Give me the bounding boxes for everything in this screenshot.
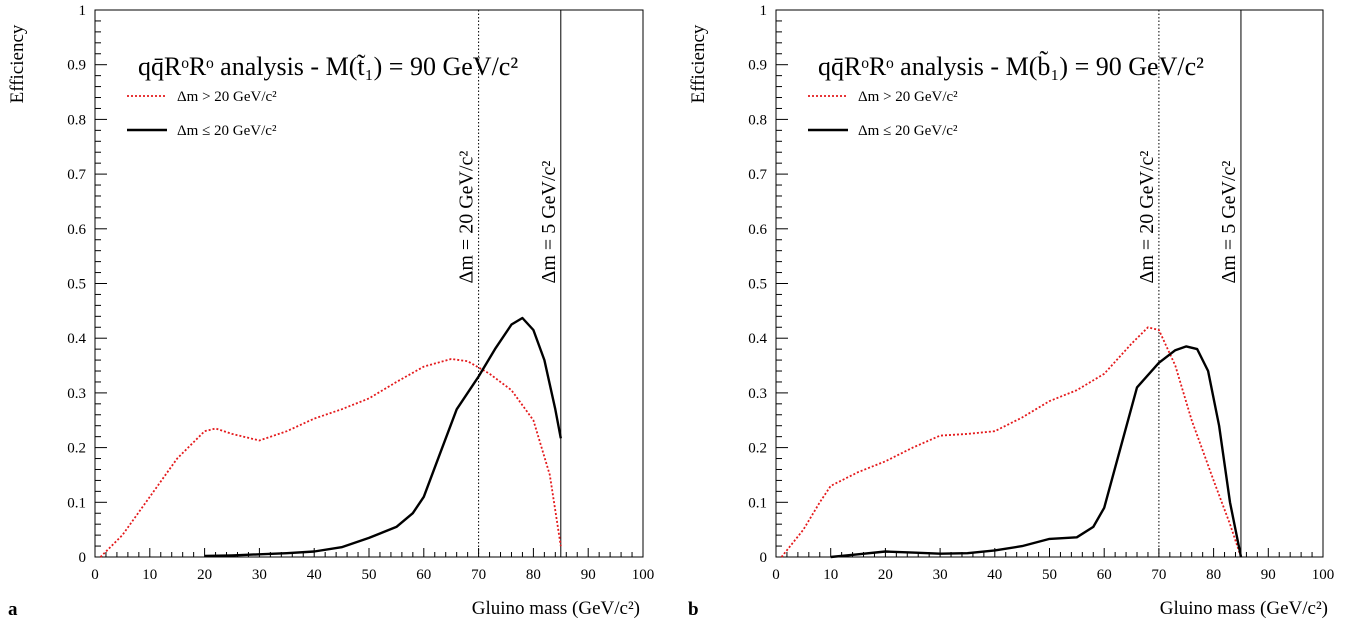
x-tick-label: 70 bbox=[1151, 567, 1166, 583]
x-tick-label: 100 bbox=[632, 567, 655, 583]
x-tick-label: 80 bbox=[1206, 567, 1221, 583]
x-tick-label: 10 bbox=[823, 567, 838, 583]
x-tick-label: 30 bbox=[252, 567, 267, 583]
x-tick-label: 50 bbox=[362, 567, 377, 583]
x-tick-label: 0 bbox=[772, 567, 780, 583]
series-line-1 bbox=[780, 326, 1242, 558]
x-tick-label: 10 bbox=[142, 567, 157, 583]
chart-title: qq̄RᵒRᵒ analysis - M(t̃₁) = 90 GeV/c² bbox=[138, 52, 518, 81]
chart-title: qq̄RᵒRᵒ analysis - M(b̃₁) = 90 GeV/c² bbox=[818, 52, 1204, 81]
x-tick-label: 20 bbox=[878, 567, 893, 583]
x-axis-label: Gluino mass (GeV/c²) bbox=[1160, 598, 1328, 619]
cut-line-label: Δm = 5 GeV/c² bbox=[538, 161, 560, 284]
x-tick-label: 60 bbox=[416, 567, 431, 583]
legend-label: Δm ≤ 20 GeV/c² bbox=[858, 123, 958, 139]
y-tick-label: 0.6 bbox=[748, 222, 767, 238]
legend-label: Δm > 20 GeV/c² bbox=[177, 89, 277, 105]
y-tick-label: 0.3 bbox=[67, 386, 86, 402]
x-axis-label: Gluino mass (GeV/c²) bbox=[472, 598, 640, 619]
y-tick-label: 0.1 bbox=[67, 495, 86, 511]
y-tick-label: 0.4 bbox=[67, 331, 86, 347]
y-tick-label: 0.9 bbox=[748, 58, 767, 74]
y-tick-label: 0 bbox=[760, 550, 768, 566]
x-tick-label: 90 bbox=[1261, 567, 1276, 583]
x-axis-label-text: Gluino mass (GeV/c²) bbox=[472, 598, 640, 619]
y-tick-label: 0.9 bbox=[67, 58, 86, 74]
y-axis-label: Efficiency bbox=[7, 24, 28, 103]
y-tick-label: 0.8 bbox=[67, 112, 86, 128]
y-tick-label: 0.5 bbox=[748, 277, 767, 293]
x-tick-label: 40 bbox=[987, 567, 1002, 583]
cut-line-label: Δm = 20 GeV/c² bbox=[456, 151, 478, 284]
y-tick-label: 0.7 bbox=[748, 167, 767, 183]
y-tick-label: 0 bbox=[79, 550, 87, 566]
x-tick-label: 0 bbox=[91, 567, 99, 583]
x-tick-label: 90 bbox=[581, 567, 596, 583]
y-tick-label: 0.7 bbox=[67, 167, 86, 183]
y-tick-label: 0.3 bbox=[748, 386, 767, 402]
y-tick-label: 0.6 bbox=[67, 222, 86, 238]
panel-b: b Efficiency Gluino mass (GeV/c²) qq̄RᵒR… bbox=[688, 3, 1334, 620]
y-tick-label: 0.5 bbox=[67, 277, 86, 293]
x-axis-label-text: Gluino mass (GeV/c²) bbox=[1160, 598, 1328, 619]
x-tick-label: 30 bbox=[933, 567, 948, 583]
x-tick-label: 50 bbox=[1042, 567, 1057, 583]
legend-label: Δm ≤ 20 GeV/c² bbox=[177, 123, 277, 139]
x-tick-label: 100 bbox=[1312, 567, 1335, 583]
series-line-2 bbox=[830, 345, 1243, 559]
x-tick-label: 20 bbox=[197, 567, 212, 583]
y-tick-label: 0.1 bbox=[748, 495, 767, 511]
x-tick-label: 80 bbox=[526, 567, 541, 583]
y-tick-label: 1 bbox=[760, 3, 768, 19]
y-tick-label: 0.8 bbox=[748, 112, 767, 128]
x-tick-label: 40 bbox=[307, 567, 322, 583]
legend-label: Δm > 20 GeV/c² bbox=[858, 89, 958, 105]
series-line-2 bbox=[204, 316, 562, 558]
series-line-1 bbox=[99, 358, 562, 558]
panel-a: a Efficiency Gluino mass (GeV/c²) qq̄RᵒR… bbox=[7, 3, 654, 620]
panel-letter: a bbox=[8, 599, 18, 620]
y-tick-label: 0.2 bbox=[67, 441, 86, 457]
y-axis-label: Efficiency bbox=[688, 24, 709, 103]
y-tick-label: 0.2 bbox=[748, 441, 767, 457]
cut-line-label: Δm = 20 GeV/c² bbox=[1136, 151, 1158, 284]
x-tick-label: 60 bbox=[1097, 567, 1112, 583]
panel-letter: b bbox=[688, 599, 699, 620]
y-tick-label: 1 bbox=[79, 3, 87, 19]
x-tick-label: 70 bbox=[471, 567, 486, 583]
cut-line-label: Δm = 5 GeV/c² bbox=[1218, 161, 1240, 284]
y-tick-label: 0.4 bbox=[748, 331, 767, 347]
